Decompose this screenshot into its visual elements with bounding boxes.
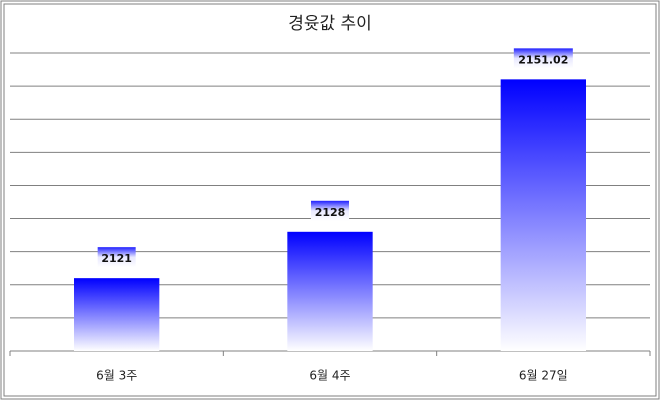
bar [287,231,373,351]
value-label-box [97,247,136,268]
value-label: 2151.02 [518,53,568,66]
value-label: 2128 [315,206,346,219]
chart-title: 경윳값 추이 [288,14,372,34]
value-label-box [311,200,349,221]
inner-frame [3,3,657,397]
x-tick-label: 6월 27일 [519,369,568,383]
x-tick-label: 6월 4주 [309,369,350,383]
x-tick-label: 6월 3주 [96,369,137,383]
value-label: 2121 [101,252,132,265]
bar [500,79,586,351]
bar [74,278,160,351]
value-label-box [513,48,573,69]
